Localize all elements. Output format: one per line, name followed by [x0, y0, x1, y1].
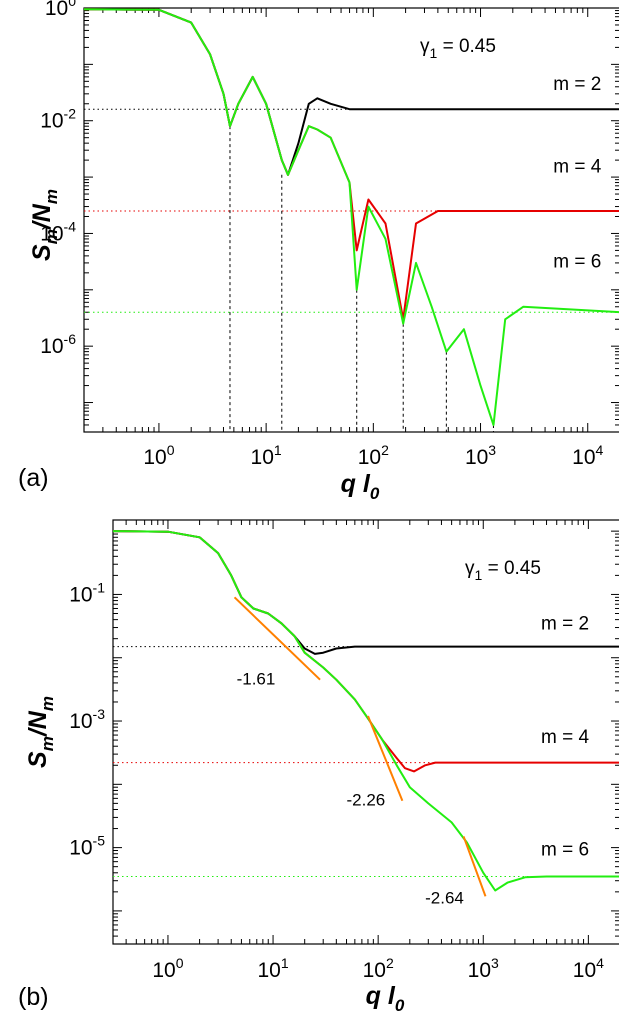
series-annotation: m = 6	[553, 251, 601, 272]
x-axis-label-a: q l0	[341, 470, 380, 503]
x-tick-label-b: 102	[363, 955, 394, 982]
plot-area-a: 100 101 102 103 104 100 10-2 10-4 10-6 m = 2 m = 4…	[40, 0, 619, 469]
plot-frame-a	[83, 7, 619, 433]
y-tick-label-a: 10-2	[40, 106, 76, 133]
y-tick-label-a: 10-4	[40, 218, 76, 245]
slope-line	[233, 596, 321, 681]
x-tick-label-a: 103	[465, 442, 496, 469]
series-line-m4	[84, 8, 619, 321]
panel-a: 100 101 102 103 104 100 10-2 10-4 10-6 m = 2 m = 4…	[18, 0, 619, 503]
y-axis-label-b: Sm/Nm	[24, 696, 57, 768]
plot-content-b	[113, 530, 619, 897]
x-tick-label-a: 100	[143, 442, 174, 469]
x-tick-label-a: 104	[572, 442, 603, 469]
series-line-m6	[113, 530, 619, 892]
x-tick-label-a: 101	[251, 442, 282, 469]
y-tick-label-a: 100	[45, 0, 76, 20]
series-annotation: m = 4	[541, 727, 589, 748]
slope-label: -1.61	[237, 669, 276, 688]
y-tick-label-a: 10-6	[40, 331, 76, 358]
x-tick-label-b: 103	[468, 955, 499, 982]
x-tick-label-b: 104	[573, 955, 604, 982]
panel-label-b: (b)	[18, 983, 49, 1011]
plot-area-b: 100 101 102 103 104 10-1 10-3 10-5 -1.61 -2.26 -2.…	[69, 520, 619, 982]
y-tick-label-b: 10-3	[69, 706, 105, 733]
gamma-label-b: γ1 = 0.45	[465, 558, 541, 583]
series-line-m2	[84, 8, 619, 176]
gamma-label-a: γ1 = 0.45	[420, 36, 496, 61]
x-axis-label-b: q l0	[366, 982, 405, 1015]
slope-line	[367, 715, 404, 802]
series-annotation: m = 4	[553, 157, 601, 178]
x-tick-label-b: 101	[257, 955, 288, 982]
series-line-m6	[84, 8, 619, 426]
series-annotation: m = 2	[553, 74, 601, 95]
series-annotation: m = 2	[541, 613, 589, 634]
panel-label-a: (a)	[18, 464, 49, 492]
slope-label: -2.26	[347, 791, 386, 810]
y-tick-label-b: 10-5	[69, 833, 105, 860]
y-axis-label-a: Sm/Nm	[28, 189, 61, 261]
x-tick-label-a: 102	[358, 442, 389, 469]
x-tick-label-b: 100	[152, 955, 183, 982]
panel-b: 100 101 102 103 104 10-1 10-3 10-5 -1.61 -2.26 -2.…	[18, 519, 619, 1015]
series-line-m2	[113, 530, 619, 655]
slope-label: -2.64	[425, 889, 464, 908]
plot-content-a	[84, 8, 619, 432]
plot-frame-b	[112, 519, 619, 945]
series-annotation: m = 6	[541, 840, 589, 861]
slope-line	[462, 836, 487, 897]
y-tick-label-b: 10-1	[69, 579, 105, 606]
